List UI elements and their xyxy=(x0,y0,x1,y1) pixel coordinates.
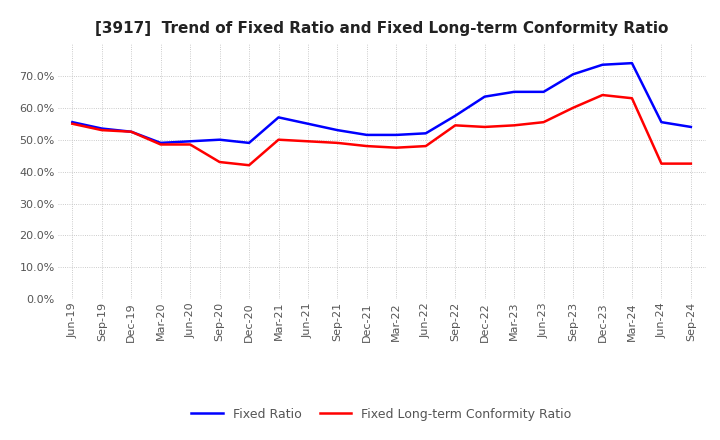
Fixed Ratio xyxy=(304,121,312,126)
Fixed Ratio xyxy=(687,124,696,129)
Fixed Ratio xyxy=(186,139,194,144)
Fixed Ratio xyxy=(333,128,342,133)
Fixed Long-term Conformity Ratio xyxy=(539,120,548,125)
Fixed Ratio xyxy=(97,126,106,131)
Fixed Long-term Conformity Ratio xyxy=(657,161,666,166)
Fixed Long-term Conformity Ratio xyxy=(245,162,253,168)
Fixed Ratio xyxy=(363,132,372,138)
Fixed Long-term Conformity Ratio xyxy=(127,129,135,134)
Fixed Long-term Conformity Ratio xyxy=(421,143,430,149)
Fixed Long-term Conformity Ratio xyxy=(274,137,283,142)
Fixed Long-term Conformity Ratio xyxy=(451,123,459,128)
Fixed Ratio xyxy=(598,62,607,67)
Fixed Long-term Conformity Ratio xyxy=(363,143,372,149)
Fixed Ratio xyxy=(68,120,76,125)
Fixed Ratio xyxy=(215,137,224,142)
Fixed Long-term Conformity Ratio xyxy=(333,140,342,146)
Fixed Ratio xyxy=(421,131,430,136)
Line: Fixed Ratio: Fixed Ratio xyxy=(72,63,691,143)
Fixed Ratio xyxy=(480,94,489,99)
Fixed Ratio xyxy=(451,113,459,118)
Fixed Ratio xyxy=(510,89,518,95)
Fixed Ratio xyxy=(657,120,666,125)
Fixed Ratio xyxy=(392,132,400,138)
Line: Fixed Long-term Conformity Ratio: Fixed Long-term Conformity Ratio xyxy=(72,95,691,165)
Fixed Long-term Conformity Ratio xyxy=(569,105,577,110)
Fixed Long-term Conformity Ratio xyxy=(215,159,224,165)
Fixed Ratio xyxy=(127,129,135,134)
Title: [3917]  Trend of Fixed Ratio and Fixed Long-term Conformity Ratio: [3917] Trend of Fixed Ratio and Fixed Lo… xyxy=(95,21,668,36)
Fixed Long-term Conformity Ratio xyxy=(510,123,518,128)
Fixed Ratio xyxy=(274,115,283,120)
Fixed Ratio xyxy=(569,72,577,77)
Fixed Long-term Conformity Ratio xyxy=(392,145,400,150)
Fixed Ratio xyxy=(539,89,548,95)
Fixed Long-term Conformity Ratio xyxy=(480,124,489,129)
Fixed Long-term Conformity Ratio xyxy=(68,121,76,126)
Fixed Long-term Conformity Ratio xyxy=(304,139,312,144)
Fixed Long-term Conformity Ratio xyxy=(156,142,165,147)
Legend: Fixed Ratio, Fixed Long-term Conformity Ratio: Fixed Ratio, Fixed Long-term Conformity … xyxy=(186,403,577,425)
Fixed Long-term Conformity Ratio xyxy=(628,95,636,101)
Fixed Ratio xyxy=(628,60,636,66)
Fixed Long-term Conformity Ratio xyxy=(97,128,106,133)
Fixed Ratio xyxy=(156,140,165,146)
Fixed Ratio xyxy=(245,140,253,146)
Fixed Long-term Conformity Ratio xyxy=(687,161,696,166)
Fixed Long-term Conformity Ratio xyxy=(186,142,194,147)
Fixed Long-term Conformity Ratio xyxy=(598,92,607,98)
